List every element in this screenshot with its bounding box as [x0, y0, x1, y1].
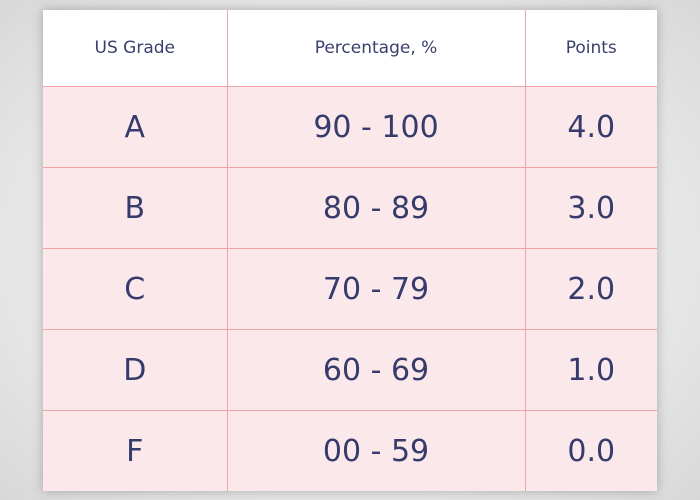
table-row: F 00 - 59 0.0	[43, 410, 657, 491]
header-us-grade: US Grade	[43, 10, 228, 87]
table-row: D 60 - 69 1.0	[43, 329, 657, 411]
percentage-cell: 70 - 79	[226, 248, 526, 330]
percentage-cell: 00 - 59	[226, 410, 526, 491]
percentage-cell: 80 - 89	[226, 167, 526, 249]
grade-cell: B	[43, 167, 228, 249]
points-cell: 0.0	[524, 410, 657, 491]
points-cell: 4.0	[524, 86, 657, 168]
header-row: US Grade Percentage, % Points	[43, 10, 657, 87]
header-percentage: Percentage, %	[226, 10, 526, 87]
points-cell: 1.0	[524, 329, 657, 411]
grade-cell: D	[43, 329, 228, 411]
points-cell: 2.0	[524, 248, 657, 330]
grade-conversion-table: US Grade Percentage, % Points A 90 - 100…	[43, 10, 657, 491]
table-row: A 90 - 100 4.0	[43, 86, 657, 168]
grade-cell: A	[43, 86, 228, 168]
grade-cell: C	[43, 248, 228, 330]
points-cell: 3.0	[524, 167, 657, 249]
table-row: C 70 - 79 2.0	[43, 248, 657, 330]
percentage-cell: 90 - 100	[226, 86, 526, 168]
table-row: B 80 - 89 3.0	[43, 167, 657, 249]
percentage-cell: 60 - 69	[226, 329, 526, 411]
header-points: Points	[524, 10, 657, 87]
grade-cell: F	[43, 410, 228, 491]
